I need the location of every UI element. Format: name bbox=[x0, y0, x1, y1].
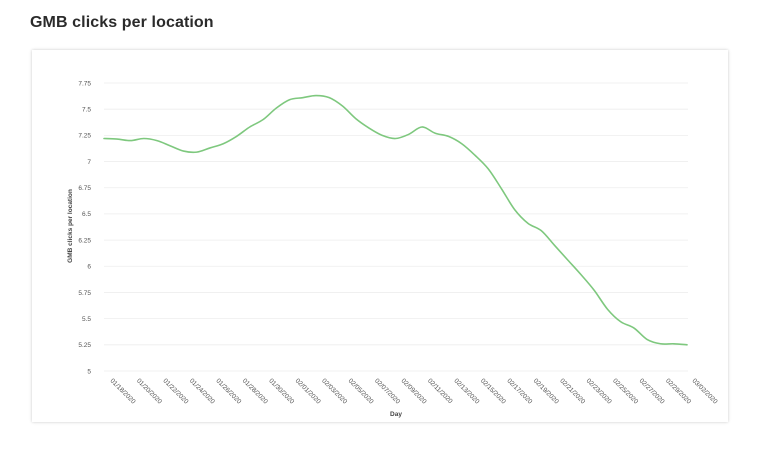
x-tick-label: 03/02/2020 bbox=[691, 377, 719, 405]
line-chart: 5 5.25 5.5 5.75 6 6.25 6.5 6.75 7 7.25 7.5 7.75 01/… bbox=[67, 80, 719, 418]
x-tick-label: 02/19/2020 bbox=[532, 377, 560, 405]
x-tick-label: 02/29/2020 bbox=[664, 377, 692, 405]
series-line bbox=[103, 94, 688, 346]
chart-card: 5 5.25 5.5 5.75 6 6.25 6.5 6.75 7 7.25 7.5 7.75 01/… bbox=[32, 50, 728, 422]
x-tick-label: 02/13/2020 bbox=[452, 377, 480, 405]
x-tick-label: 02/11/2020 bbox=[426, 377, 454, 405]
x-tick-label: 02/05/2020 bbox=[347, 377, 375, 405]
y-tick-label: 7.5 bbox=[82, 106, 91, 113]
y-tick-label: 6.5 bbox=[82, 211, 91, 218]
x-tick-label: 02/27/2020 bbox=[638, 377, 666, 405]
grid-lines bbox=[104, 82, 688, 372]
x-tick-label: 01/24/2020 bbox=[188, 377, 216, 405]
x-tick-label: 02/07/2020 bbox=[373, 377, 401, 405]
x-tick-label: 02/03/2020 bbox=[320, 377, 348, 405]
x-tick-label: 02/25/2020 bbox=[611, 377, 639, 405]
x-tick-label: 01/28/2020 bbox=[241, 377, 269, 405]
y-tick-label: 6.75 bbox=[78, 185, 91, 192]
x-tick-label: 02/23/2020 bbox=[585, 377, 613, 405]
x-axis-ticks: 01/18/202001/20/202001/22/202001/24/2020… bbox=[109, 377, 719, 405]
page-title: GMB clicks per location bbox=[30, 14, 214, 31]
x-tick-label: 01/22/2020 bbox=[161, 377, 189, 405]
series-layer bbox=[103, 94, 688, 346]
x-tick-label: 02/15/2020 bbox=[479, 377, 507, 405]
x-tick-label: 01/30/2020 bbox=[267, 377, 295, 405]
x-tick-label: 02/17/2020 bbox=[505, 377, 533, 405]
x-tick-label: 02/21/2020 bbox=[558, 377, 586, 405]
y-tick-label: 7 bbox=[87, 159, 91, 166]
y-tick-label: 6 bbox=[87, 264, 91, 271]
x-tick-label: 01/20/2020 bbox=[135, 377, 163, 405]
y-tick-label: 5.75 bbox=[78, 290, 91, 297]
y-axis-ticks: 5 5.25 5.5 5.75 6 6.25 6.5 6.75 7 7.25 7.5 7.75 bbox=[78, 80, 91, 375]
x-axis-label: Day bbox=[390, 411, 402, 418]
y-tick-label: 5.25 bbox=[78, 342, 91, 349]
y-tick-label: 7.25 bbox=[78, 133, 91, 140]
y-tick-label: 5 bbox=[87, 368, 91, 375]
x-tick-label: 01/18/2020 bbox=[109, 377, 137, 405]
y-axis-label: GMB clicks per location bbox=[67, 189, 74, 263]
y-tick-label: 7.75 bbox=[78, 80, 91, 87]
x-tick-label: 02/09/2020 bbox=[400, 377, 428, 405]
y-tick-label: 6.25 bbox=[78, 237, 91, 244]
y-tick-label: 5.5 bbox=[82, 316, 91, 323]
x-tick-label: 01/26/2020 bbox=[214, 377, 242, 405]
x-tick-label: 02/01/2020 bbox=[294, 377, 322, 405]
